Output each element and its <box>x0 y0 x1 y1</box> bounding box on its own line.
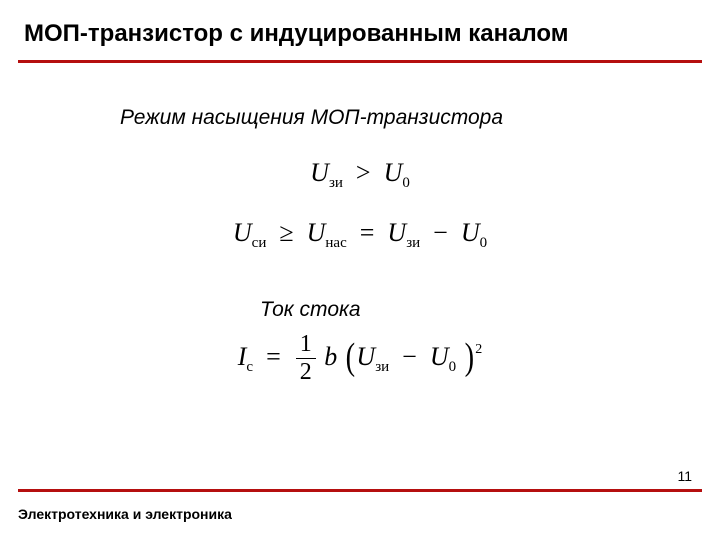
formula-ugi-gt-u0: Uзи > U0 <box>0 158 720 192</box>
op-minus: − <box>396 342 424 371</box>
sub-zi: зи <box>406 235 420 251</box>
fraction-denominator: 2 <box>296 360 316 385</box>
var-U: U <box>307 218 326 247</box>
exponent-2: 2 <box>475 342 482 357</box>
page-number: 11 <box>677 468 692 484</box>
sub-c: с <box>246 359 253 375</box>
var-U: U <box>233 218 252 247</box>
bottom-rule <box>18 489 702 492</box>
op-eq: = <box>353 218 381 247</box>
formula-saturation-condition: Uси ≥ Uнас = Uзи − U0 <box>0 218 720 252</box>
page-title: МОП-транзистор с индуцированным каналом <box>24 20 569 48</box>
op-ge: ≥ <box>273 218 300 247</box>
sub-0: 0 <box>449 359 457 375</box>
var-U: U <box>461 218 480 247</box>
var-U: U <box>430 342 449 371</box>
slide: МОП-транзистор с индуцированным каналом … <box>0 0 720 540</box>
sub-nas: нас <box>325 235 346 251</box>
footer-text: Электротехника и электроника <box>18 506 232 522</box>
formula-drain-current: Iс = 1 2 b (Uзи − U0 )2 <box>0 332 720 385</box>
top-rule <box>18 60 702 63</box>
sub-zi: зи <box>329 175 343 191</box>
op-gt: > <box>349 158 377 187</box>
sub-si: си <box>252 235 267 251</box>
drain-current-heading: Ток стока <box>260 298 361 322</box>
sub-zi: зи <box>375 359 389 375</box>
sub-0: 0 <box>402 175 410 191</box>
saturation-mode-heading: Режим насыщения МОП-транзистора <box>120 106 503 130</box>
var-b: b <box>324 342 337 371</box>
op-minus: − <box>427 218 455 247</box>
var-U: U <box>310 158 329 187</box>
var-U: U <box>387 218 406 247</box>
op-eq: = <box>260 342 288 371</box>
fraction-numerator: 1 <box>296 332 316 357</box>
fraction-half: 1 2 <box>296 332 316 385</box>
sub-0: 0 <box>480 235 488 251</box>
var-U: U <box>384 158 403 187</box>
var-U: U <box>356 342 375 371</box>
